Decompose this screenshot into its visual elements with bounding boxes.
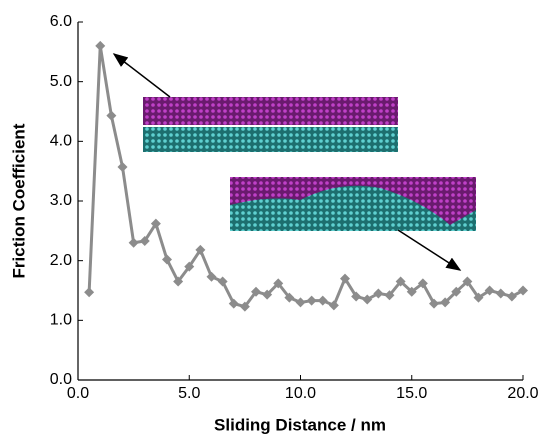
data-line bbox=[87, 45, 524, 309]
data-marker bbox=[284, 292, 295, 303]
data-marker bbox=[340, 273, 350, 284]
data-marker bbox=[373, 288, 384, 299]
data-marker bbox=[217, 276, 228, 287]
data-marker bbox=[462, 276, 473, 287]
y-axis-title: Friction Coefficient bbox=[9, 123, 28, 278]
data-marker bbox=[384, 290, 395, 301]
y-tick-label: 1.0 bbox=[50, 312, 72, 329]
x-tick-label: 10.0 bbox=[285, 385, 316, 402]
data-marker bbox=[440, 297, 451, 308]
data-marker bbox=[328, 300, 339, 311]
data-marker bbox=[406, 286, 417, 297]
data-marker bbox=[106, 110, 117, 121]
data-marker bbox=[195, 244, 206, 255]
data-marker bbox=[484, 285, 495, 296]
y-tick-label: 6.0 bbox=[50, 13, 72, 30]
data-marker bbox=[262, 289, 273, 300]
data-marker bbox=[228, 298, 239, 309]
data-marker bbox=[95, 40, 106, 51]
data-marker bbox=[473, 292, 484, 303]
data-marker bbox=[506, 291, 517, 302]
data-marker bbox=[162, 254, 172, 265]
data-marker bbox=[117, 161, 128, 172]
data-marker bbox=[184, 261, 195, 272]
data-marker bbox=[362, 294, 373, 305]
y-tick-label: 2.0 bbox=[50, 252, 72, 269]
data-marker bbox=[395, 276, 406, 287]
data-marker bbox=[351, 291, 362, 302]
data-marker bbox=[429, 298, 439, 309]
data-marker bbox=[273, 278, 284, 289]
x-axis-title: Sliding Distance / nm bbox=[214, 415, 386, 434]
data-marker bbox=[495, 288, 506, 299]
data-marker bbox=[139, 235, 150, 246]
y-tick-label: 4.0 bbox=[50, 133, 72, 150]
data-marker bbox=[84, 287, 95, 298]
data-marker bbox=[206, 271, 217, 282]
y-tick-label: 3.0 bbox=[50, 192, 72, 209]
x-tick-label: 5.0 bbox=[178, 385, 200, 402]
data-marker bbox=[295, 297, 306, 308]
y-tick-label: 5.0 bbox=[50, 73, 72, 90]
y-tick-label: 0.0 bbox=[50, 371, 72, 388]
data-marker bbox=[417, 278, 428, 289]
data-marker bbox=[128, 237, 139, 248]
data-marker bbox=[317, 295, 328, 306]
data-marker bbox=[451, 286, 462, 297]
data-marker bbox=[173, 276, 184, 287]
data-marker bbox=[150, 218, 161, 229]
inset-images bbox=[112, 53, 476, 271]
x-tick-label: 0.0 bbox=[67, 385, 89, 402]
data-marker bbox=[239, 301, 250, 312]
x-tick-label: 15.0 bbox=[396, 385, 427, 402]
x-tick-label: 20.0 bbox=[507, 385, 538, 402]
data-marker bbox=[518, 285, 528, 296]
data-marker bbox=[251, 286, 261, 297]
data-marker bbox=[306, 295, 317, 306]
